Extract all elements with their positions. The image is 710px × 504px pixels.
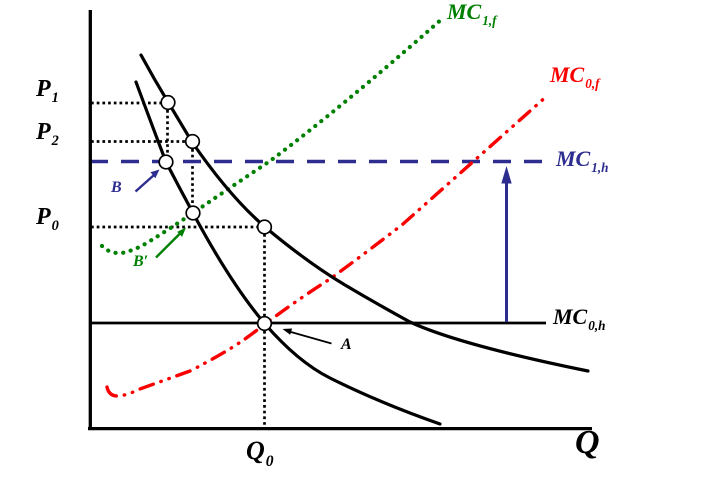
p0-sub: 0	[51, 218, 59, 235]
p1-main: P	[36, 76, 51, 102]
curve-label-mc0f: MC0,f	[550, 62, 600, 91]
q-main: Q	[575, 424, 600, 461]
x-tick-label-q0: Q0	[246, 438, 274, 470]
mc1h-sub: 1,h	[591, 159, 609, 175]
point-b-arrow-head	[150, 169, 160, 179]
point-a-arrow	[282, 328, 332, 345]
point-b-arrow-shaft	[134, 174, 155, 193]
marker-b	[158, 154, 174, 170]
point-b-arrow	[134, 169, 160, 193]
mc0h-sub: 0,h	[588, 317, 606, 333]
q0-sub: 0	[265, 453, 274, 471]
cost-increase-arrow	[501, 166, 512, 322]
y-tick-label-p1: P1	[36, 77, 59, 106]
curve-label-mc1h: MC1,h	[556, 146, 609, 175]
mc1f-curve	[99, 15, 446, 256]
p0-main: P	[36, 204, 51, 230]
point-bprime-arrow	[155, 227, 186, 259]
y-tick-label-p0: P0	[36, 205, 59, 234]
mc0f-main: MC	[550, 62, 585, 87]
mc1f-sub: 1,f	[482, 12, 497, 28]
mc0f-sub: 0,f	[585, 75, 600, 91]
marker-bprime	[185, 205, 201, 221]
x-axis-label-q: Q	[575, 426, 600, 460]
p1-sub: 1	[51, 90, 59, 107]
marker-p2	[184, 133, 201, 150]
cost-increase-arrow-head	[501, 166, 512, 184]
point-label-a: A	[341, 336, 352, 353]
point-bprime-arrow-head	[177, 227, 186, 237]
point-bprime-arrow-shaft	[155, 232, 181, 259]
y-tick-label-p2: P2	[36, 120, 59, 149]
marker-p0	[256, 219, 273, 235]
point-a-arrow-shaft	[289, 330, 332, 345]
mc1f-main: MC	[447, 0, 482, 24]
curve-label-mc1f: MC1,f	[447, 0, 497, 28]
curve-label-mc0h: MC0,h	[553, 304, 606, 333]
marker-a	[256, 315, 273, 332]
mc1h-main: MC	[556, 146, 591, 171]
marker-p1	[160, 94, 176, 111]
point-label-bprime: B′	[133, 253, 149, 270]
mc0h-main: MC	[553, 304, 588, 329]
point-a-arrow-head	[282, 328, 293, 335]
p2-sub: 2	[51, 133, 59, 150]
mc0f-curve	[105, 93, 550, 398]
p2-main: P	[36, 119, 51, 145]
q0-main: Q	[246, 436, 265, 465]
point-label-b: B	[111, 179, 122, 196]
